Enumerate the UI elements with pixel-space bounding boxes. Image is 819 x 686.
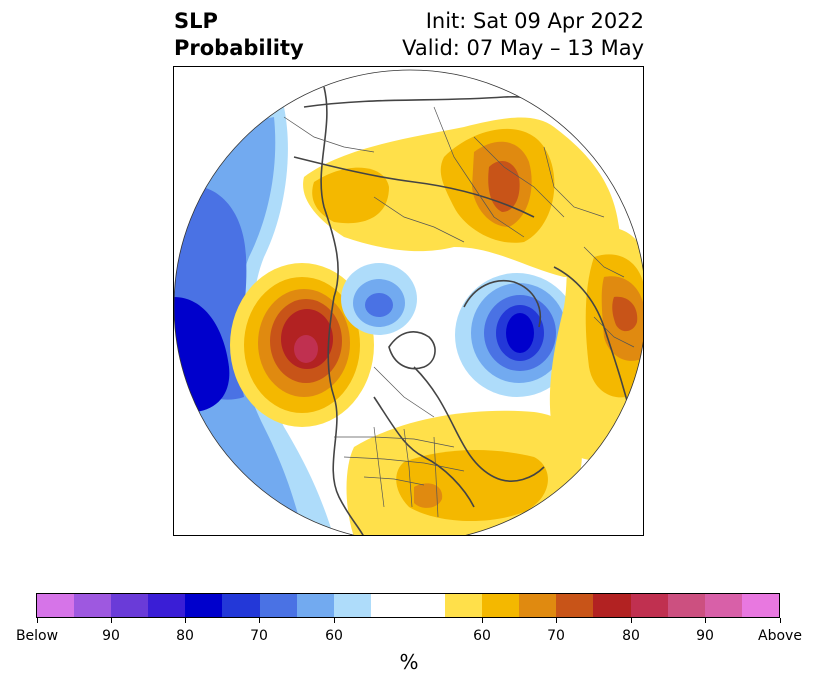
title-variable: SLP <box>174 9 218 33</box>
probability-map <box>173 66 644 536</box>
colorbar-tick-mark <box>111 618 112 623</box>
colorbar-segment <box>630 594 668 617</box>
colorbar-tick-mark <box>482 618 483 623</box>
colorbar-tick-label: 80 <box>622 628 640 644</box>
colorbar-tick-mark <box>556 618 557 623</box>
colorbar-tick-mark <box>780 618 781 623</box>
init-date-label: Init: Sat 09 Apr 2022 <box>425 9 644 33</box>
colorbar-tick-label: 90 <box>102 628 120 644</box>
colorbar-segment <box>556 594 594 617</box>
colorbar-tick-mark <box>37 618 38 623</box>
colorbar-segment <box>333 594 371 617</box>
colorbar-tick-label: 70 <box>250 628 268 644</box>
valid-range-label: Valid: 07 May – 13 May <box>402 36 644 60</box>
anomaly-eurasia-above <box>303 117 620 277</box>
colorbar-segment <box>704 594 742 617</box>
map-svg <box>174 69 643 535</box>
colorbar-segment <box>37 594 75 617</box>
colorbar-segment <box>370 594 408 617</box>
anomaly-greenland-below <box>455 273 579 397</box>
colorbar-unit-label: % <box>399 650 419 674</box>
colorbar-segment <box>482 594 520 617</box>
colorbar-tick-mark <box>705 618 706 623</box>
colorbar-tick-mark <box>631 618 632 623</box>
colorbar-segment <box>74 594 112 617</box>
colorbar-segment <box>593 594 631 617</box>
colorbar-tick-mark <box>259 618 260 623</box>
colorbar-segment <box>259 594 297 617</box>
colorbar-tick-mark <box>334 618 335 623</box>
colorbar-segment <box>407 594 446 617</box>
colorbar-tick-label: 60 <box>473 628 491 644</box>
colorbar-tick-mark <box>185 618 186 623</box>
colorbar-tick-label: Below <box>15 628 59 644</box>
colorbar <box>36 593 780 618</box>
anomaly-west-pacific-below <box>174 107 334 535</box>
title-quantity: Probability <box>174 36 304 60</box>
colorbar-tick-label: 90 <box>696 628 714 644</box>
chart-title-left: SLP Probability <box>174 8 304 62</box>
colorbar-segment <box>296 594 334 617</box>
country-borders <box>283 106 635 518</box>
map-boundary <box>174 69 643 535</box>
colorbar-segment <box>445 594 483 617</box>
colorbar-tick-label: 70 <box>547 628 565 644</box>
chart-title-right: Init: Sat 09 Apr 2022 Valid: 07 May – 13… <box>402 8 644 62</box>
anomaly-arctic-below <box>341 263 417 335</box>
colorbar-segment <box>111 594 149 617</box>
anomaly-north-pacific-above <box>230 263 374 427</box>
colorbar-segment <box>148 594 186 617</box>
colorbar-segment <box>185 594 223 617</box>
colorbar-tick-label: Above <box>758 628 802 644</box>
map-disk <box>174 70 643 535</box>
colorbar-segment <box>519 594 557 617</box>
colorbar-segment <box>222 594 260 617</box>
colorbar-segment <box>667 594 705 617</box>
colorbar-segment <box>741 594 779 617</box>
anomaly-central-asia-above <box>549 227 643 461</box>
colorbar-tick-label: 60 <box>325 628 343 644</box>
colorbar-tick-label: 80 <box>176 628 194 644</box>
